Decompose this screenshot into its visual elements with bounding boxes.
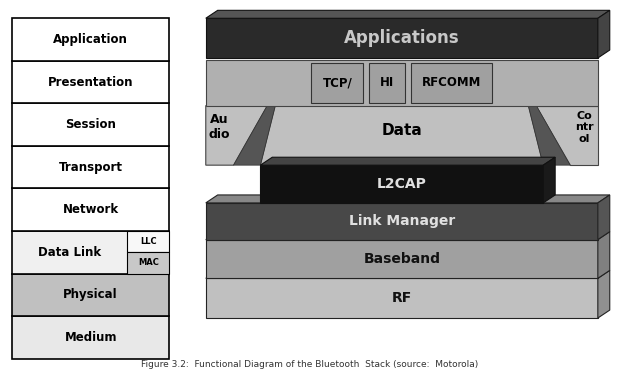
Text: RF: RF xyxy=(392,291,412,305)
Text: Applications: Applications xyxy=(344,29,460,47)
Text: Presentation: Presentation xyxy=(48,76,133,88)
Text: HI: HI xyxy=(380,76,394,89)
Bar xyxy=(206,18,598,58)
Polygon shape xyxy=(598,270,610,318)
Text: Co
ntr
ol: Co ntr ol xyxy=(575,111,593,144)
Text: LLC: LLC xyxy=(140,237,156,246)
Polygon shape xyxy=(206,106,268,165)
Polygon shape xyxy=(543,157,555,203)
Polygon shape xyxy=(528,106,570,165)
Bar xyxy=(311,63,363,103)
Polygon shape xyxy=(598,232,610,278)
Text: Application: Application xyxy=(53,33,128,46)
Text: RFCOMM: RFCOMM xyxy=(421,76,481,89)
Bar xyxy=(12,189,169,231)
Text: Network: Network xyxy=(62,203,119,216)
Bar xyxy=(206,240,598,278)
Polygon shape xyxy=(206,10,610,18)
Bar xyxy=(12,18,169,61)
Text: Data Link: Data Link xyxy=(38,246,101,259)
Bar xyxy=(12,104,169,146)
Polygon shape xyxy=(234,106,275,165)
Polygon shape xyxy=(536,106,598,165)
Text: Baseband: Baseband xyxy=(363,252,440,266)
Bar xyxy=(12,146,169,189)
Text: L2CAP: L2CAP xyxy=(377,177,427,191)
Bar xyxy=(206,60,598,106)
Text: Session: Session xyxy=(65,118,116,131)
Text: TCP/: TCP/ xyxy=(323,76,352,89)
Text: Link Manager: Link Manager xyxy=(349,214,455,228)
Text: Data: Data xyxy=(381,123,422,138)
Bar xyxy=(12,316,169,359)
Polygon shape xyxy=(206,232,610,240)
Polygon shape xyxy=(598,195,610,240)
Bar xyxy=(127,231,169,252)
Bar xyxy=(12,274,169,316)
Bar xyxy=(127,252,169,274)
Polygon shape xyxy=(260,106,543,165)
Bar xyxy=(206,278,598,318)
Polygon shape xyxy=(598,10,610,58)
Text: Figure 3.2:  Functional Diagram of the Bluetooth  Stack (source:  Motorola): Figure 3.2: Functional Diagram of the Bl… xyxy=(142,360,478,369)
Bar xyxy=(206,203,598,240)
Text: MAC: MAC xyxy=(138,258,159,267)
Text: Physical: Physical xyxy=(63,288,118,302)
Text: Transport: Transport xyxy=(59,161,122,174)
Polygon shape xyxy=(260,157,555,165)
Bar xyxy=(369,63,405,103)
Bar xyxy=(12,61,169,104)
Text: Medium: Medium xyxy=(64,331,117,344)
Bar xyxy=(12,231,169,274)
Bar xyxy=(260,165,543,203)
Polygon shape xyxy=(206,270,610,278)
Text: Au
dio: Au dio xyxy=(209,114,231,141)
Polygon shape xyxy=(206,195,610,203)
Bar xyxy=(411,63,492,103)
